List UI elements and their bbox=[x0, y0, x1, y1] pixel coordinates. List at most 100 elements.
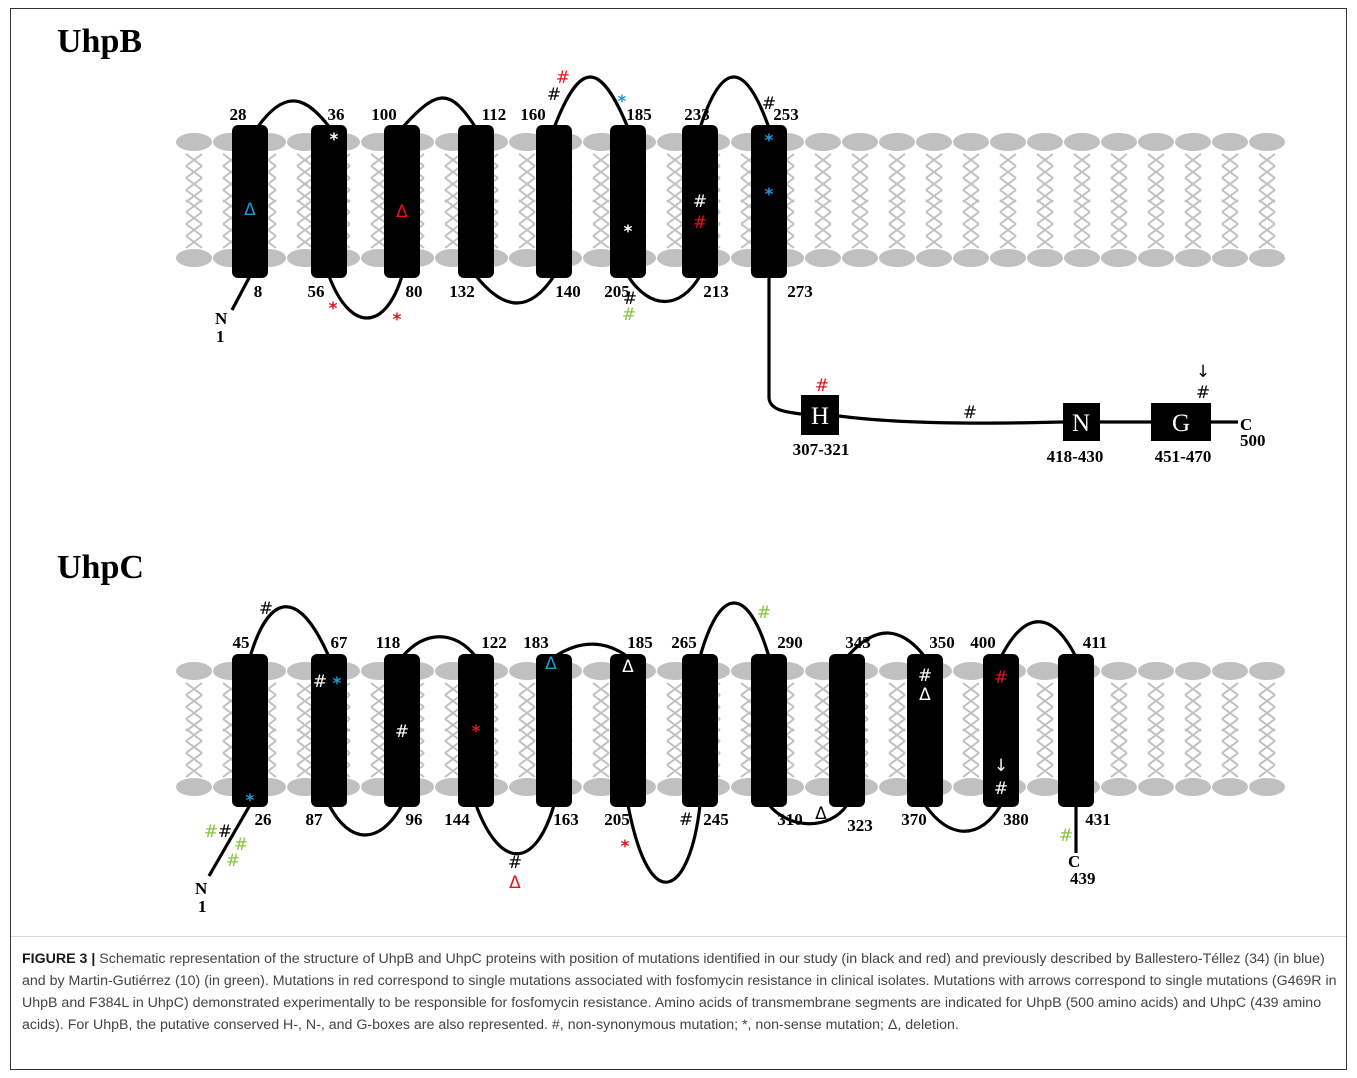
uhpc-mutation-marker: Δ bbox=[545, 654, 557, 674]
uhpb-helix-7 bbox=[682, 125, 718, 278]
uhpb-top-position: 112 bbox=[482, 105, 507, 124]
uhpc-mutation-marker: * bbox=[472, 722, 481, 742]
uhpc-helix-4 bbox=[458, 654, 494, 807]
uhpb-bottom-position: 8 bbox=[254, 282, 263, 301]
uhpb-bottom-position: 80 bbox=[406, 282, 423, 301]
uhpc-bottom-position: 431 bbox=[1085, 810, 1111, 829]
uhpb-mutation-marker: # bbox=[622, 305, 636, 325]
uhpc-bottom-position: 163 bbox=[553, 810, 579, 829]
uhpc-bottom-position: 96 bbox=[406, 810, 423, 829]
uhpc-mutation-marker: # bbox=[679, 810, 693, 830]
uhpc-top-position: 122 bbox=[481, 633, 507, 652]
uhpc-top-position: 411 bbox=[1083, 633, 1108, 652]
uhpc-mutation-marker: ↓ bbox=[994, 756, 1008, 776]
uhpb-helix-4 bbox=[458, 125, 494, 278]
uhpb-mutation-marker: # bbox=[963, 403, 977, 423]
uhpc-mutation-marker: # bbox=[994, 779, 1008, 799]
uhpb-top-position: 36 bbox=[328, 105, 345, 124]
uhpb-mutation-marker: ↓ bbox=[1196, 362, 1210, 382]
n-box: N 418-430 bbox=[1047, 403, 1104, 466]
uhpc-bottom-position: 87 bbox=[306, 810, 324, 829]
uhpb-backbone bbox=[230, 75, 1238, 425]
uhpc-mutation-marker: * bbox=[246, 791, 255, 811]
uhpb-mutation-marker: * bbox=[765, 185, 774, 205]
uhpc-top-position: 265 bbox=[671, 633, 697, 652]
uhpc-mutation-marker: Δ bbox=[509, 873, 521, 893]
uhpb-mutation-marker: # bbox=[762, 94, 776, 114]
uhpb-mutation-marker: * bbox=[624, 222, 633, 242]
uhpb-bottom-position: 205 bbox=[604, 282, 630, 301]
uhpb-mutation-marker: * bbox=[393, 310, 402, 330]
uhpc-helices bbox=[232, 654, 1094, 807]
figure-caption: FIGURE 3 | Schematic representation of t… bbox=[22, 948, 1340, 1036]
uhpc-bottom-position: 144 bbox=[444, 810, 470, 829]
uhpb-bottom-position: 273 bbox=[787, 282, 813, 301]
uhpb-helix-6 bbox=[610, 125, 646, 278]
uhpc-top-position: 343 bbox=[845, 633, 871, 652]
uhpc-helix-1 bbox=[232, 654, 268, 807]
uhpc-mutation-marker: # bbox=[1059, 826, 1073, 846]
uhpc-helix-10 bbox=[907, 654, 943, 807]
caption-label: FIGURE 3 | bbox=[22, 951, 96, 967]
uhpc-mutation-marker: # bbox=[313, 672, 327, 692]
uhpc-n-terminus: N bbox=[195, 879, 208, 898]
uhpb-bottom-position: 56 bbox=[308, 282, 325, 301]
uhpb-mutation-marker: Δ bbox=[396, 202, 408, 222]
uhpc-bottom-position: 370 bbox=[901, 810, 927, 829]
uhpc-helix-3 bbox=[384, 654, 420, 807]
uhpb-mutation-marker: # bbox=[623, 289, 637, 309]
uhpc-mutation-marker: * bbox=[333, 674, 342, 694]
uhpc-helix-7 bbox=[682, 654, 718, 807]
uhpc-n-number: 1 bbox=[198, 897, 207, 916]
uhpb-helix-5 bbox=[536, 125, 572, 278]
uhpb-top-position: 160 bbox=[520, 105, 546, 124]
uhpc-bottom-position: 245 bbox=[703, 810, 729, 829]
uhpb-helix-1 bbox=[232, 125, 268, 278]
uhpc-title: UhpC bbox=[57, 549, 144, 586]
uhpb-top-position: 100 bbox=[371, 105, 397, 124]
caption-separator bbox=[11, 936, 1346, 937]
uhpc-backbone bbox=[207, 601, 1078, 884]
uhpc-top-position: 45 bbox=[233, 633, 250, 652]
uhpb-title: UhpB bbox=[57, 23, 142, 60]
uhpb-n-number: 1 bbox=[216, 327, 225, 346]
uhpb-bottom-position: 132 bbox=[449, 282, 475, 301]
uhpb-mutation-marker: # bbox=[693, 213, 707, 233]
uhpc-top-position: 400 bbox=[970, 633, 996, 652]
uhpc-helix-11 bbox=[983, 654, 1019, 807]
uhpc-helix-12 bbox=[1058, 654, 1094, 807]
uhpc-mutation-marker: Δ bbox=[622, 657, 634, 677]
uhpc-mutation-marker: # bbox=[204, 822, 218, 842]
h-box-letter: H bbox=[811, 403, 829, 430]
h-box: H 307-321 bbox=[793, 395, 850, 459]
uhpc-mutation-marker: Δ bbox=[919, 685, 931, 705]
n-box-range: 418-430 bbox=[1047, 447, 1104, 466]
uhpc-mutation-marker: # bbox=[259, 599, 273, 619]
uhpb-helix-3 bbox=[384, 125, 420, 278]
g-box-letter: G bbox=[1172, 410, 1190, 437]
uhpb-mutation-marker: # bbox=[556, 68, 570, 88]
uhpc-top-position: 350 bbox=[929, 633, 955, 652]
figure-frame bbox=[10, 8, 1347, 1070]
uhpc-helix-2 bbox=[311, 654, 347, 807]
uhpc-top-position: 185 bbox=[627, 633, 653, 652]
uhpc-mutation-marker: # bbox=[218, 822, 232, 842]
caption-text: Schematic representation of the structur… bbox=[22, 951, 1337, 1033]
n-box-letter: N bbox=[1072, 410, 1090, 437]
uhpc-mutation-marker: # bbox=[757, 603, 771, 623]
uhpb-top-position: 185 bbox=[626, 105, 652, 124]
uhpc-mutation-marker: * bbox=[621, 837, 630, 857]
uhpc-mutation-marker: Δ bbox=[815, 804, 827, 824]
uhpb-c-terminus: C bbox=[1240, 415, 1252, 434]
uhpc-mutation-marker: # bbox=[508, 853, 522, 873]
uhpb-mutation-marker: # bbox=[1196, 383, 1210, 403]
uhpb-helix-8 bbox=[751, 125, 787, 278]
uhpc-top-position: 67 bbox=[331, 633, 349, 652]
uhpc-bottom-position: 380 bbox=[1003, 810, 1029, 829]
h-box-range: 307-321 bbox=[793, 440, 850, 459]
uhpc-bottom-position: 310 bbox=[777, 810, 803, 829]
uhpb-helices bbox=[232, 125, 787, 278]
uhpc-c-terminus: C bbox=[1068, 852, 1080, 871]
uhpb-n-terminus: N bbox=[215, 309, 228, 328]
uhpb-mutation-marker: * bbox=[618, 92, 627, 112]
